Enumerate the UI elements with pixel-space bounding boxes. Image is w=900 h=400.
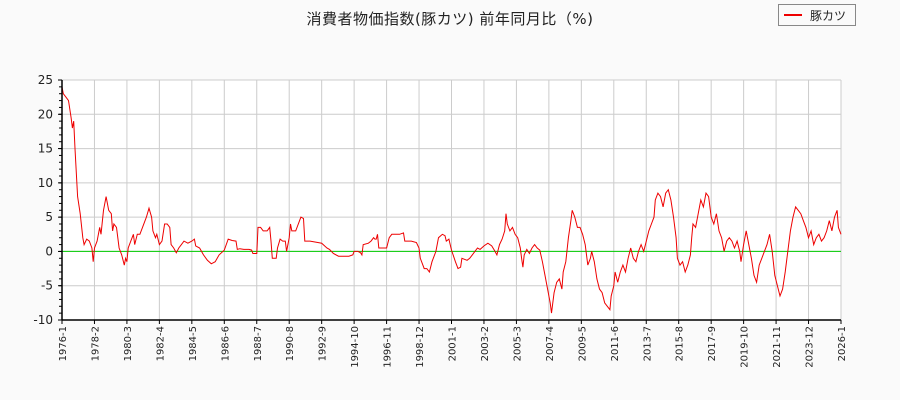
svg-text:2003-2: 2003-2 bbox=[480, 326, 491, 361]
svg-text:1994-10: 1994-10 bbox=[350, 326, 361, 368]
svg-text:1978-2: 1978-2 bbox=[90, 326, 101, 361]
svg-text:5: 5 bbox=[45, 210, 53, 224]
svg-text:2013-7: 2013-7 bbox=[642, 326, 653, 361]
svg-text:1988-7: 1988-7 bbox=[253, 326, 264, 361]
legend: 豚カツ bbox=[778, 4, 856, 26]
chart-title: 消費者物価指数(豚カツ) 前年同月比（%) bbox=[306, 10, 594, 28]
svg-text:2026-1: 2026-1 bbox=[837, 326, 848, 361]
svg-text:10: 10 bbox=[38, 176, 53, 190]
x-axis-ticks: 1976-1 1978-2 1980-3 1982-4 1984-5 1986-6 1988… bbox=[58, 320, 848, 368]
svg-text:-5: -5 bbox=[41, 279, 53, 293]
svg-text:15: 15 bbox=[38, 142, 53, 156]
svg-text:1984-5: 1984-5 bbox=[188, 326, 199, 361]
svg-text:-10: -10 bbox=[33, 313, 53, 327]
svg-text:20: 20 bbox=[38, 107, 53, 121]
svg-text:1982-4: 1982-4 bbox=[155, 326, 166, 361]
svg-text:2021-11: 2021-11 bbox=[772, 326, 783, 368]
svg-text:25: 25 bbox=[38, 73, 53, 87]
svg-text:1992-9: 1992-9 bbox=[318, 326, 329, 361]
svg-text:1986-6: 1986-6 bbox=[220, 326, 231, 361]
svg-text:2011-6: 2011-6 bbox=[610, 326, 621, 361]
svg-text:2009-5: 2009-5 bbox=[577, 326, 588, 361]
y-axis-ticks: 25 20 15 10 5 0 -5 -10 bbox=[33, 73, 62, 327]
svg-text:2001-1: 2001-1 bbox=[448, 326, 459, 361]
legend-label: 豚カツ bbox=[810, 8, 847, 23]
svg-text:1976-1: 1976-1 bbox=[58, 326, 69, 361]
svg-text:1996-11: 1996-11 bbox=[383, 326, 394, 368]
svg-text:2015-8: 2015-8 bbox=[675, 326, 686, 361]
svg-text:1998-12: 1998-12 bbox=[415, 326, 426, 368]
legend-swatch-icon bbox=[784, 14, 802, 16]
svg-text:2023-12: 2023-12 bbox=[805, 326, 816, 368]
series-line bbox=[61, 86, 842, 314]
svg-text:0: 0 bbox=[45, 244, 53, 258]
svg-text:2017-9: 2017-9 bbox=[707, 326, 718, 361]
svg-text:2007-4: 2007-4 bbox=[545, 326, 556, 361]
svg-text:2019-10: 2019-10 bbox=[740, 326, 751, 368]
svg-text:1980-3: 1980-3 bbox=[123, 326, 134, 361]
gridlines bbox=[62, 79, 842, 320]
svg-text:2005-3: 2005-3 bbox=[512, 326, 523, 361]
svg-text:1990-8: 1990-8 bbox=[285, 326, 296, 361]
